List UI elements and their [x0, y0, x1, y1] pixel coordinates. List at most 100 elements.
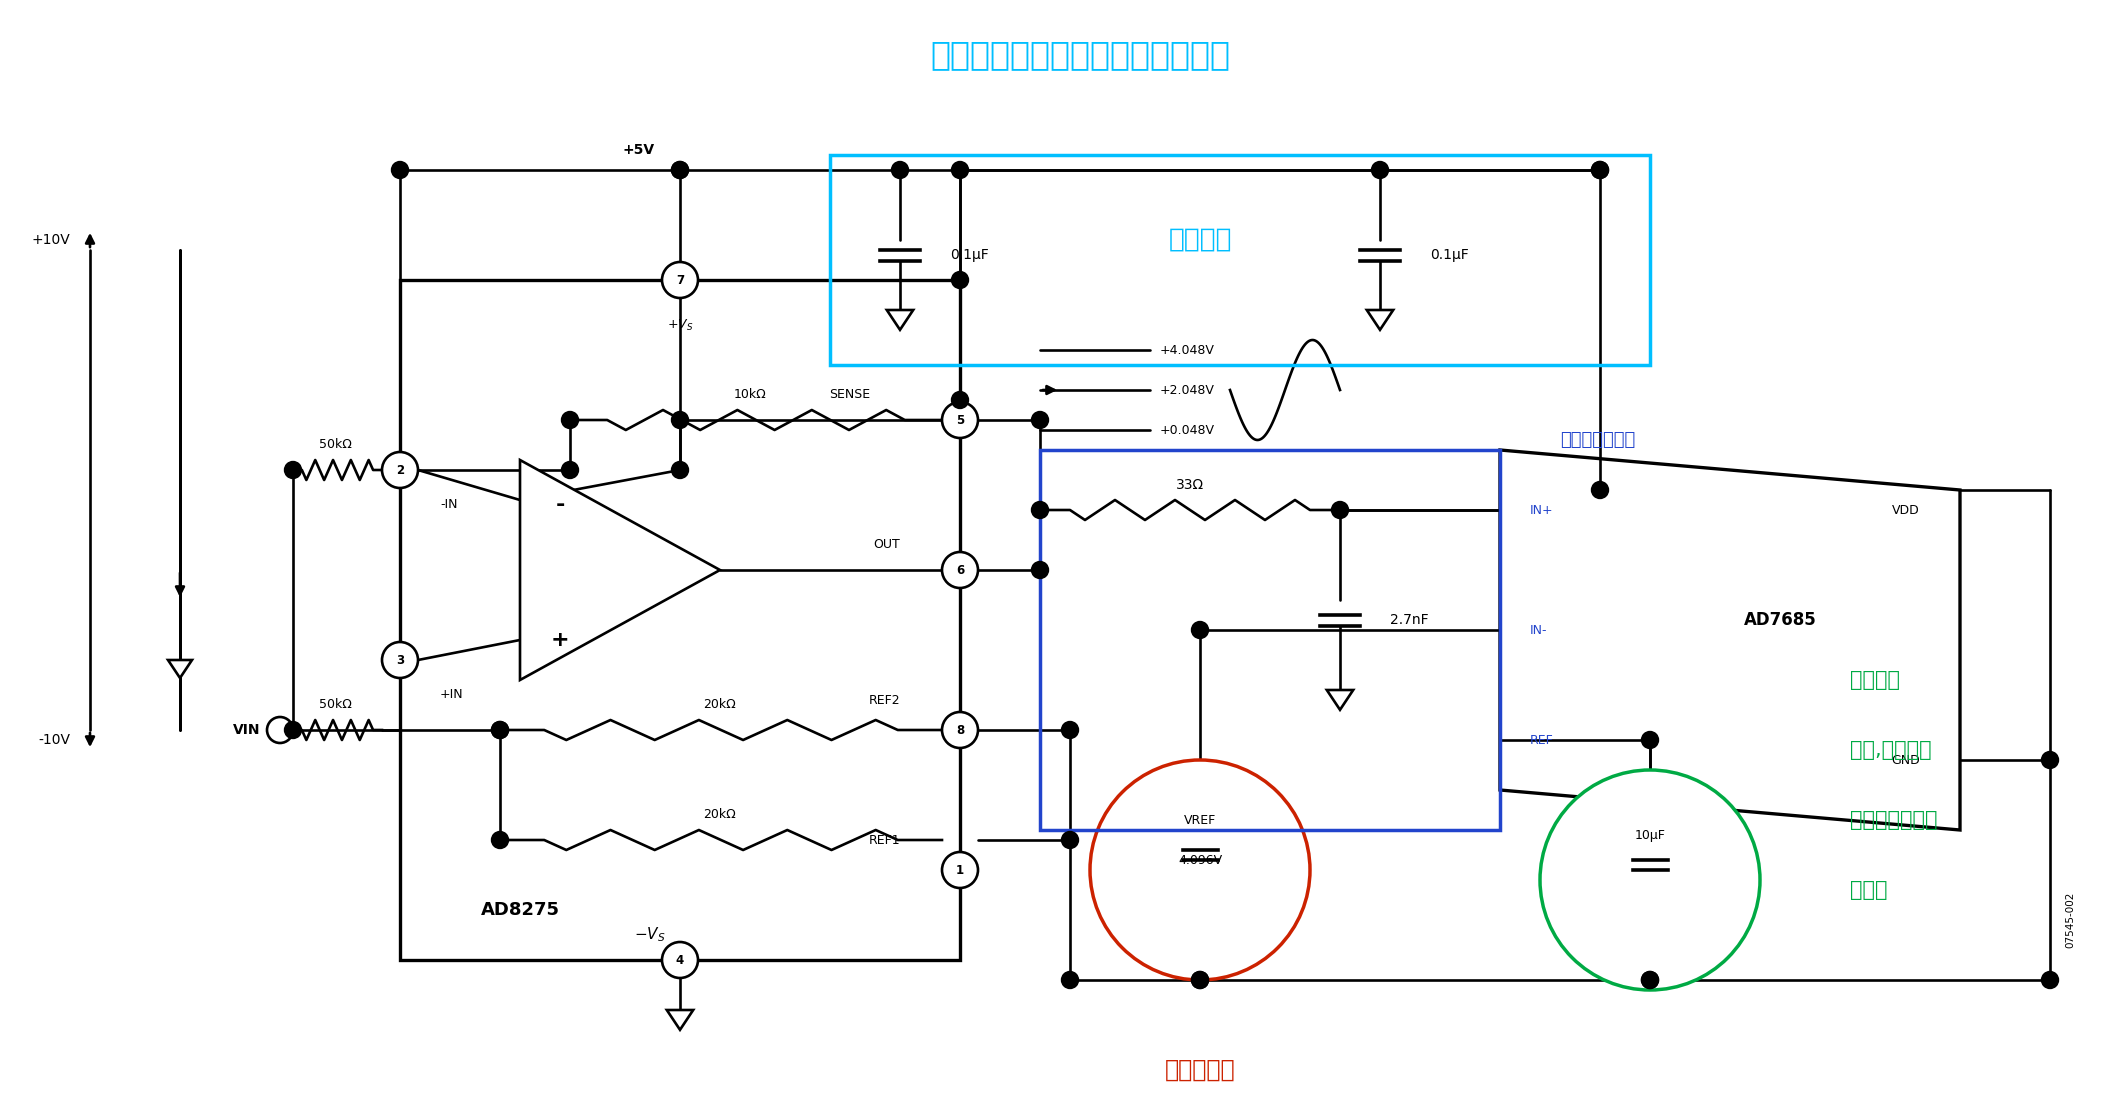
Text: 10kΩ: 10kΩ: [734, 389, 765, 402]
Text: -: -: [555, 495, 564, 514]
Text: 一阶低通滤波器: 一阶低通滤波器: [1560, 431, 1635, 449]
Circle shape: [952, 161, 969, 179]
Circle shape: [1062, 722, 1079, 739]
Circle shape: [893, 161, 909, 179]
Text: GND: GND: [1891, 754, 1921, 766]
Text: 1: 1: [956, 863, 965, 877]
Circle shape: [1032, 412, 1049, 428]
Circle shape: [672, 412, 689, 428]
Circle shape: [661, 942, 697, 978]
Text: 50kΩ: 50kΩ: [318, 438, 352, 452]
Circle shape: [941, 402, 977, 438]
Circle shape: [562, 461, 579, 478]
Circle shape: [1191, 972, 1208, 988]
Circle shape: [1032, 501, 1049, 519]
Circle shape: [1592, 161, 1609, 179]
Circle shape: [952, 392, 969, 408]
Circle shape: [672, 461, 689, 478]
Text: +10V: +10V: [32, 233, 70, 247]
Text: $-V_S$: $-V_S$: [634, 925, 666, 944]
Circle shape: [941, 852, 977, 888]
Text: +: +: [551, 630, 570, 650]
Circle shape: [1090, 760, 1310, 980]
Text: 7: 7: [676, 274, 685, 287]
Text: 2: 2: [396, 464, 405, 477]
Circle shape: [284, 722, 301, 739]
Circle shape: [562, 412, 579, 428]
Polygon shape: [668, 1010, 693, 1030]
Text: 20kΩ: 20kΩ: [704, 699, 736, 711]
Text: 降低电源纹波对电路稳定性的影响: 降低电源纹波对电路稳定性的影响: [931, 39, 1230, 72]
Circle shape: [1191, 972, 1208, 988]
Text: +IN: +IN: [441, 689, 464, 701]
Circle shape: [672, 161, 689, 179]
Polygon shape: [1327, 690, 1353, 710]
Text: 4.096V: 4.096V: [1179, 853, 1221, 867]
Text: +4.048V: +4.048V: [1160, 343, 1215, 357]
Polygon shape: [886, 310, 914, 330]
Text: 8: 8: [956, 723, 965, 736]
Text: OUT: OUT: [873, 539, 901, 552]
Text: VIN: VIN: [233, 723, 261, 737]
Circle shape: [1641, 972, 1658, 988]
Text: 07545-002: 07545-002: [2065, 892, 2075, 948]
Text: +2.048V: +2.048V: [1160, 383, 1215, 396]
Text: +5V: +5V: [623, 144, 655, 157]
Text: 4: 4: [676, 954, 685, 966]
Circle shape: [492, 722, 509, 739]
Text: 50kΩ: 50kΩ: [318, 699, 352, 711]
Circle shape: [1372, 161, 1389, 179]
Text: 33Ω: 33Ω: [1177, 478, 1204, 492]
Text: SENSE: SENSE: [829, 389, 869, 402]
Text: 2.7nF: 2.7nF: [1391, 613, 1429, 627]
Text: 20kΩ: 20kΩ: [704, 808, 736, 821]
Circle shape: [1641, 972, 1658, 988]
Text: VDD: VDD: [1893, 503, 1921, 517]
Circle shape: [1592, 161, 1609, 179]
Circle shape: [284, 461, 301, 478]
Polygon shape: [1367, 310, 1393, 330]
Circle shape: [2042, 752, 2059, 768]
Text: REF1: REF1: [869, 834, 901, 847]
Polygon shape: [519, 460, 721, 680]
Text: 10μF: 10μF: [1635, 828, 1666, 841]
Circle shape: [267, 716, 293, 743]
Bar: [1041, 450, 1501, 830]
Circle shape: [1641, 732, 1658, 749]
Text: VREF: VREF: [1183, 814, 1217, 827]
Text: 0.1μF: 0.1μF: [950, 248, 988, 262]
Circle shape: [1062, 972, 1079, 988]
Text: 稳定性: 稳定性: [1851, 880, 1887, 900]
Circle shape: [1191, 622, 1208, 638]
Text: -10V: -10V: [38, 733, 70, 747]
Text: REF: REF: [1531, 733, 1554, 746]
Circle shape: [382, 452, 418, 488]
Text: 保证基准电压的: 保证基准电压的: [1851, 810, 1938, 830]
Circle shape: [661, 262, 697, 298]
Circle shape: [382, 643, 418, 678]
Circle shape: [1032, 562, 1049, 578]
Circle shape: [952, 272, 969, 288]
Circle shape: [1539, 769, 1760, 990]
Circle shape: [392, 161, 409, 179]
Text: IN+: IN+: [1531, 503, 1554, 517]
Text: +0.048V: +0.048V: [1160, 424, 1215, 436]
Circle shape: [672, 161, 689, 179]
Text: $+V_S$: $+V_S$: [668, 318, 693, 332]
Circle shape: [2042, 972, 2059, 988]
Text: AD8275: AD8275: [481, 901, 560, 919]
Text: REF2: REF2: [869, 693, 901, 707]
Text: IN-: IN-: [1531, 624, 1548, 637]
Text: 电压基准源: 电压基准源: [1164, 1058, 1236, 1082]
Circle shape: [492, 831, 509, 849]
Circle shape: [1592, 481, 1609, 499]
Text: 旁路电容: 旁路电容: [1168, 227, 1232, 253]
Bar: [831, 155, 1649, 365]
Text: 储能,提供电流: 储能,提供电流: [1851, 740, 1931, 760]
Circle shape: [1331, 501, 1348, 519]
Circle shape: [941, 552, 977, 588]
Text: 6: 6: [956, 563, 965, 576]
Bar: [401, 280, 960, 960]
Circle shape: [492, 722, 509, 739]
Text: 去耦电容: 去耦电容: [1851, 670, 1900, 690]
